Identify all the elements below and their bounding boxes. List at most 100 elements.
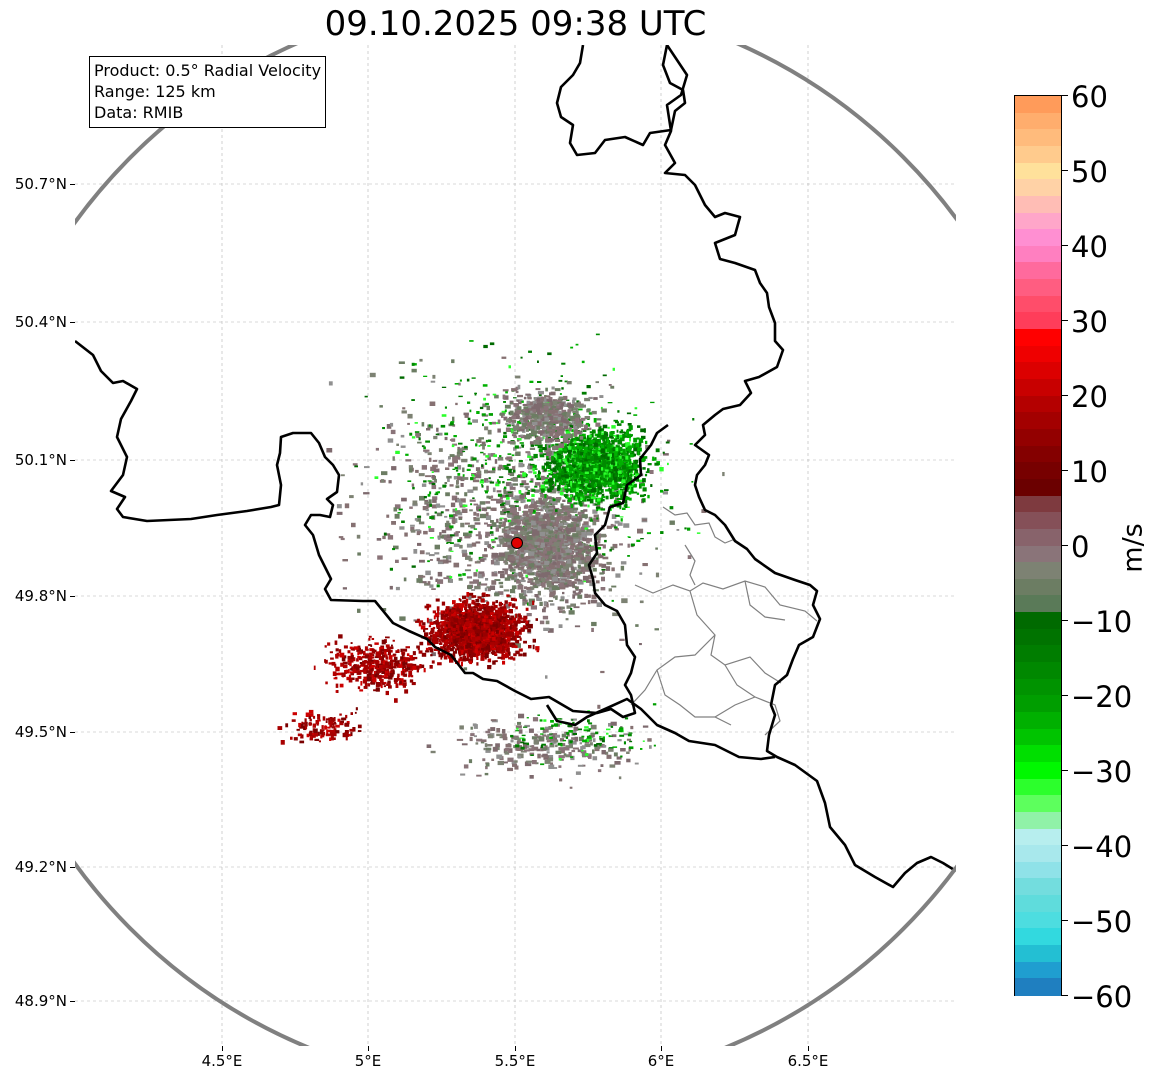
echo-pixel — [546, 456, 549, 459]
echo-pixel — [628, 469, 631, 473]
echo-pixel — [455, 508, 458, 511]
echo-pixel — [584, 497, 587, 501]
echo-pixel — [613, 419, 618, 422]
echo-pixel — [566, 436, 570, 439]
echo-pixel — [557, 548, 560, 552]
echo-pixel — [545, 568, 549, 572]
echo-pixel — [473, 511, 477, 516]
echo-pixel — [622, 462, 626, 465]
echo-pixel — [521, 480, 527, 484]
echo-pixel — [479, 558, 485, 562]
echo-pixel — [548, 445, 551, 448]
echo-pixel — [529, 556, 535, 559]
echo-pixel — [519, 442, 524, 444]
echo-pixel — [446, 475, 452, 479]
echo-pixel — [423, 530, 428, 535]
echo-pixel — [550, 570, 556, 574]
echo-pixel — [541, 417, 547, 422]
radar-map[interactable] — [75, 45, 956, 1046]
echo-pixel — [542, 528, 549, 533]
echo-pixel — [560, 418, 567, 423]
echo-pixel — [582, 446, 585, 449]
echo-pixel — [536, 397, 541, 402]
echo-pixel — [528, 528, 532, 533]
echo-pixel — [529, 380, 534, 383]
echo-pixel — [556, 523, 563, 528]
echo-pixel — [499, 517, 504, 519]
echo-pixel — [596, 418, 602, 421]
echo-pixel — [484, 426, 489, 431]
echo-pixel — [551, 429, 555, 433]
echo-pixel — [501, 502, 506, 505]
echo-pixel — [460, 522, 465, 528]
echo-pixel — [513, 562, 517, 566]
echo-pixel — [506, 497, 510, 500]
echo-pixel — [538, 543, 543, 548]
echo-pixel — [474, 522, 481, 525]
echo-pixel — [614, 492, 618, 495]
echo-pixel — [569, 404, 575, 408]
echo-pixel — [503, 491, 509, 495]
echo-pixel — [512, 483, 518, 486]
echo-pixel — [494, 592, 500, 597]
echo-pixel — [596, 492, 599, 498]
echo-pixel — [612, 367, 615, 371]
echo-pixel — [624, 463, 627, 465]
echo-pixel — [625, 446, 629, 449]
echo-pixel — [544, 417, 550, 421]
echo-pixel — [534, 505, 539, 507]
echo-pixel — [391, 466, 397, 471]
echo-pixel — [563, 512, 568, 516]
echo-pixel — [595, 506, 601, 509]
echo-pixel — [541, 488, 545, 493]
echo-pixel — [431, 475, 435, 479]
echo-pixel — [615, 447, 619, 452]
echo-pixel — [597, 452, 601, 456]
echo-pixel — [560, 436, 565, 438]
echo-pixel — [571, 429, 574, 432]
echo-pixel — [589, 474, 592, 479]
echo-pixel — [545, 675, 548, 679]
echo-pixel — [575, 520, 581, 524]
echo-pixel — [528, 470, 533, 474]
echo-pixel — [539, 620, 545, 625]
echo-pixel — [640, 494, 645, 498]
echo-pixel — [564, 380, 568, 383]
echo-pixel — [571, 558, 577, 564]
echo-pixel — [544, 554, 551, 557]
echo-pixel — [580, 404, 586, 408]
echo-pixel — [589, 582, 596, 587]
echo-pixel — [545, 435, 549, 441]
echo-pixel — [622, 470, 625, 476]
echo-pixel — [502, 509, 507, 512]
echo-pixel — [461, 549, 467, 554]
echo-pixel — [472, 475, 475, 477]
echo-pixel — [537, 402, 543, 408]
echo-pixel — [518, 401, 522, 405]
echo-pixel — [579, 502, 583, 507]
echo-pixel — [551, 426, 556, 429]
echo-pixel — [570, 346, 574, 349]
echo-pixel — [517, 521, 520, 525]
echo-pixel — [520, 547, 527, 553]
echo-pixel — [581, 480, 584, 484]
echo-pixel — [634, 442, 639, 448]
echo-pixel — [488, 587, 491, 592]
echo-pixel — [435, 598, 440, 602]
echo-pixel — [410, 524, 415, 527]
echo-pixel — [509, 508, 517, 513]
echo-pixel — [543, 405, 549, 411]
echo-pixel — [601, 568, 606, 571]
echo-pixel — [395, 586, 400, 591]
echo-pixel — [552, 461, 556, 465]
echo-pixel — [586, 422, 589, 427]
echo-pixel — [553, 576, 559, 582]
echo-pixel — [615, 471, 620, 473]
echo-pixel — [601, 428, 605, 431]
echo-pixel — [598, 499, 603, 502]
echo-pixel — [520, 493, 524, 496]
echo-pixel — [609, 489, 612, 494]
echo-pixel — [588, 563, 595, 567]
echo-pixel — [608, 472, 611, 478]
echo-pixel — [477, 583, 481, 587]
